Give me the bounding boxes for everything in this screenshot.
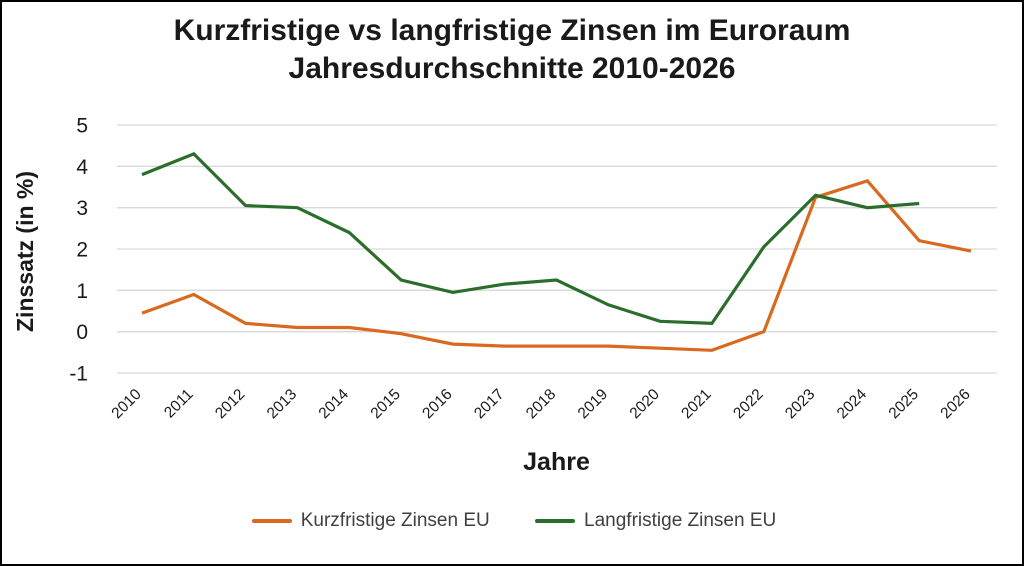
svg-text:2019: 2019 (575, 386, 611, 422)
svg-text:2022: 2022 (730, 386, 766, 422)
svg-text:2013: 2013 (264, 386, 300, 422)
svg-text:2025: 2025 (886, 386, 922, 422)
svg-text:2021: 2021 (678, 386, 714, 422)
svg-text:2012: 2012 (212, 386, 248, 422)
svg-text:1: 1 (76, 280, 88, 303)
svg-text:2: 2 (76, 239, 88, 262)
svg-text:4: 4 (76, 156, 88, 179)
svg-text:2024: 2024 (834, 386, 871, 423)
svg-text:2026: 2026 (937, 386, 973, 422)
svg-text:2017: 2017 (471, 386, 507, 422)
svg-text:2016: 2016 (419, 386, 455, 422)
svg-text:2011: 2011 (161, 386, 197, 422)
svg-text:3: 3 (76, 197, 88, 220)
svg-text:2018: 2018 (523, 386, 559, 422)
svg-text:2014: 2014 (316, 386, 353, 423)
svg-text:5: 5 (76, 115, 88, 138)
svg-text:2010: 2010 (108, 386, 145, 423)
svg-text:2020: 2020 (627, 386, 664, 423)
svg-text:2023: 2023 (782, 386, 818, 422)
svg-text:-1: -1 (69, 363, 88, 386)
svg-text:0: 0 (76, 321, 88, 344)
svg-text:2015: 2015 (368, 386, 404, 422)
